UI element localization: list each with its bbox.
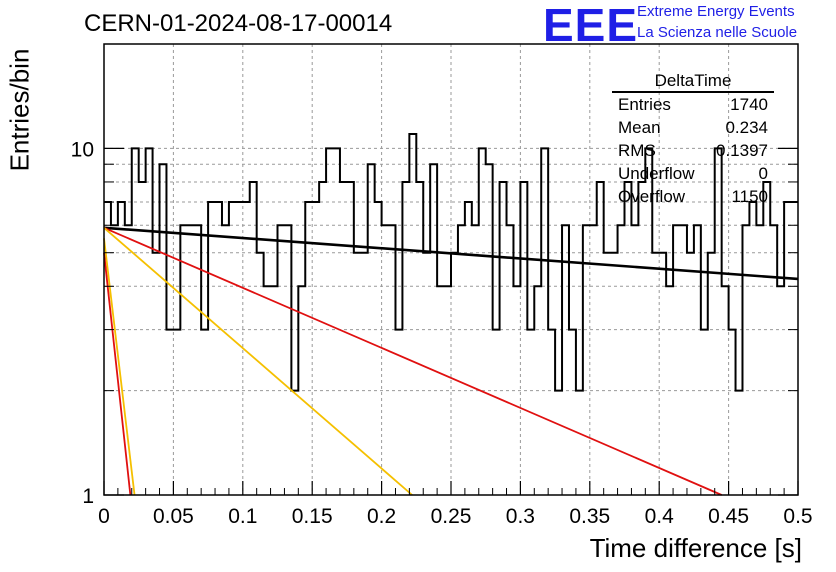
x-tick-label: 0.1 — [228, 505, 257, 528]
line-orange-long — [103, 227, 413, 496]
tick-labels: 0 0.05 0.1 0.15 0.2 0.25 0.3 0.35 0.4 0.45 0.5 1 10 — [71, 138, 813, 528]
line-orange-short — [103, 238, 136, 496]
stats-value: 0 — [758, 164, 768, 183]
x-tick-label: 0 — [98, 505, 110, 528]
x-tick-label: 0.25 — [431, 505, 472, 528]
stats-value: 0.234 — [725, 118, 768, 137]
stats-row-underflow: Underflow 0 — [612, 162, 774, 185]
line-fit — [103, 226, 799, 281]
stats-title: DeltaTime — [612, 70, 774, 93]
axis-ticks — [103, 43, 799, 496]
x-tick-label: 0.5 — [783, 505, 812, 528]
eee-logo: EEE — [543, 0, 639, 51]
line-red-short — [103, 252, 132, 496]
x-tick-label: 0.4 — [645, 505, 675, 528]
stats-label: RMS — [618, 141, 656, 160]
stats-value: 1150 — [731, 187, 768, 206]
stats-row-mean: Mean 0.234 — [612, 116, 774, 139]
stats-label: Underflow — [618, 164, 695, 183]
y-tick-label: 1 — [82, 485, 94, 508]
x-tick-label: 0.2 — [367, 505, 396, 528]
line-red-long — [103, 226, 723, 496]
logo-line-1: Extreme Energy Events — [637, 3, 795, 20]
stats-row-rms: RMS 0.1397 — [612, 139, 774, 162]
stats-label: Overflow — [618, 187, 686, 206]
x-tick-label: 0.05 — [153, 505, 194, 528]
logo-line-2: La Scienza nelle Scuole — [637, 24, 798, 41]
stats-row-overflow: Overflow 1150 — [612, 185, 774, 208]
x-axis-label: Time difference [s] — [589, 533, 802, 563]
x-tick-label: 0.45 — [708, 505, 749, 528]
stats-box: DeltaTime Entries 1740 Mean 0.234 RMS 0.… — [612, 70, 774, 208]
y-axis-label: Entries/bin — [4, 48, 35, 172]
fit-lines — [103, 226, 799, 496]
stats-value: 0.1397 — [716, 141, 768, 160]
y-tick-label: 10 — [71, 138, 94, 161]
stats-value: 1740 — [730, 95, 768, 114]
stats-label: Mean — [618, 118, 661, 137]
stats-row-entries: Entries 1740 — [612, 93, 774, 116]
x-tick-label: 0.3 — [506, 505, 535, 528]
histogram-outline — [104, 133, 798, 392]
chart-title: CERN-01-2024-08-17-00014 — [84, 10, 393, 37]
histogram — [104, 133, 798, 392]
x-tick-label: 0.35 — [569, 505, 610, 528]
x-tick-label: 0.15 — [292, 505, 333, 528]
stats-label: Entries — [618, 95, 671, 114]
